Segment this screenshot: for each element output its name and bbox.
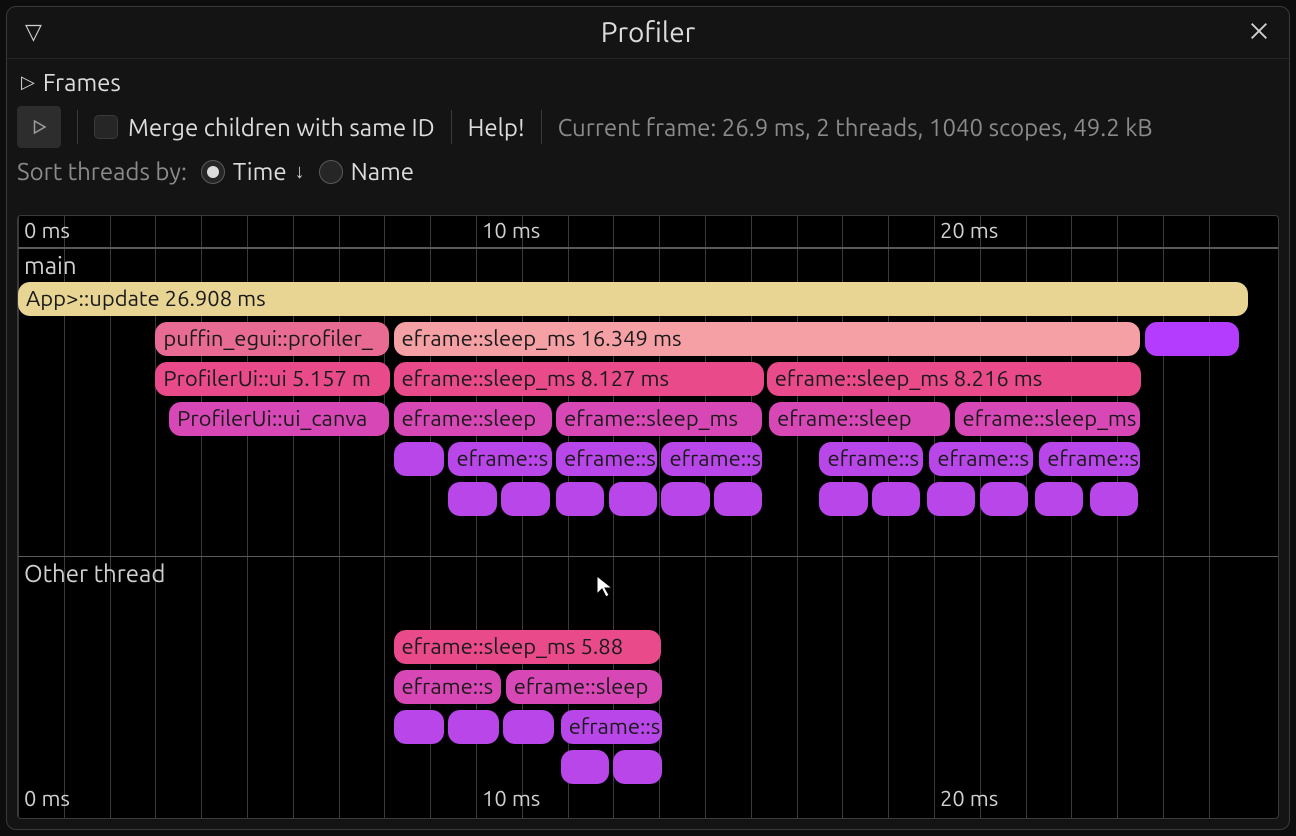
scope[interactable]: eframe::s [661, 442, 762, 476]
frames-section-header[interactable]: ▷ Frames [7, 59, 1289, 104]
thread-divider [18, 248, 1278, 249]
frame-stats: Current frame: 26.9 ms, 2 threads, 1040 … [558, 114, 1153, 141]
sort-time-label: Time [233, 158, 287, 185]
tick-label: 0 ms [24, 218, 70, 243]
sort-name-radio[interactable]: Name [319, 158, 414, 185]
scope[interactable] [448, 710, 499, 744]
scope[interactable] [1145, 322, 1239, 356]
time-ruler-top: 0 ms 10 ms 20 ms [18, 216, 1278, 248]
thread-divider [18, 556, 1278, 557]
divider [451, 110, 452, 144]
thread-label: Other thread [24, 560, 165, 587]
scope[interactable] [503, 710, 554, 744]
tick-label: 0 ms [24, 786, 70, 811]
expand-icon: ▷ [21, 72, 35, 93]
scope[interactable]: ProfilerUi::ui 5.157 m [155, 362, 389, 396]
frames-label: Frames [43, 69, 121, 96]
scope[interactable] [394, 442, 445, 476]
close-icon[interactable] [1245, 17, 1273, 45]
scope[interactable]: ProfilerUi::ui_canva [169, 402, 389, 436]
arrow-down-icon: ↓ [295, 159, 305, 184]
scope[interactable]: eframe::s [556, 442, 657, 476]
merge-checkbox[interactable] [94, 115, 118, 139]
scope[interactable]: eframe::s [819, 442, 922, 476]
scope[interactable]: eframe::s [1039, 442, 1140, 476]
scope[interactable]: eframe::sleep_ms 8.216 ms [767, 362, 1141, 396]
thread-label: main [24, 252, 77, 279]
toolbar: Merge children with same ID Help! Curren… [7, 104, 1289, 158]
titlebar: ▽ Profiler [7, 7, 1289, 59]
merge-label: Merge children with same ID [128, 114, 435, 141]
tick-label: 10 ms [482, 786, 540, 811]
window-title: Profiler [7, 17, 1289, 48]
radio-icon [201, 160, 225, 184]
scope[interactable]: eframe::sleep_ms [955, 402, 1141, 436]
scope[interactable] [1035, 482, 1083, 516]
tick-label: 20 ms [940, 218, 998, 243]
scope[interactable] [714, 482, 762, 516]
scope[interactable]: eframe::sleep_ms 5.88 [394, 630, 661, 664]
scope[interactable] [661, 482, 709, 516]
play-button[interactable] [17, 106, 61, 148]
scope[interactable] [819, 482, 867, 516]
scope[interactable] [556, 482, 604, 516]
scope[interactable] [394, 710, 445, 744]
tick-label: 20 ms [940, 786, 998, 811]
scope[interactable]: eframe::s [929, 442, 1032, 476]
scope[interactable]: eframe::s [448, 442, 551, 476]
scope[interactable] [980, 482, 1028, 516]
flamegraph-canvas[interactable]: 0 ms10 ms20 msmainApp>::update 26.908 ms… [17, 215, 1279, 819]
scope[interactable] [448, 482, 496, 516]
scope[interactable]: App>::update 26.908 ms [18, 282, 1248, 316]
scope[interactable] [609, 482, 657, 516]
collapse-icon[interactable]: ▽ [25, 19, 42, 45]
scope[interactable] [872, 482, 920, 516]
tick-label: 10 ms [482, 218, 540, 243]
merge-checkbox-row[interactable]: Merge children with same ID [94, 114, 435, 141]
sort-bar: Sort threads by: Time ↓ Name [7, 158, 1289, 197]
scope[interactable]: eframe::sleep [506, 670, 662, 704]
scope[interactable]: puffin_egui::profiler_ [155, 322, 389, 356]
scope[interactable]: eframe::sleep_ms 8.127 ms [394, 362, 764, 396]
profiler-window: ▽ Profiler ▷ Frames Merge children with … [6, 6, 1290, 830]
scope[interactable] [927, 482, 975, 516]
scope[interactable] [561, 750, 609, 784]
scope[interactable]: eframe::sleep_ms 16.349 ms [394, 322, 1141, 356]
help-button[interactable]: Help! [468, 114, 525, 141]
scope[interactable]: eframe::sleep [769, 402, 950, 436]
radio-icon [319, 160, 343, 184]
scope[interactable] [501, 482, 549, 516]
scope[interactable]: eframe::sleep_ms [556, 402, 762, 436]
scope[interactable] [613, 750, 661, 784]
scope[interactable] [1090, 482, 1138, 516]
scope[interactable]: eframe::sleep [394, 402, 552, 436]
sort-name-label: Name [351, 158, 414, 185]
sort-label: Sort threads by: [17, 158, 187, 185]
time-ruler-bottom: 0 ms 10 ms 20 ms [18, 782, 1278, 818]
sort-time-radio[interactable]: Time ↓ [201, 158, 305, 185]
scope[interactable]: eframe::s [561, 710, 662, 744]
scope[interactable]: eframe::s [394, 670, 502, 704]
divider [77, 110, 78, 144]
divider [541, 110, 542, 144]
cursor-icon [594, 574, 618, 603]
